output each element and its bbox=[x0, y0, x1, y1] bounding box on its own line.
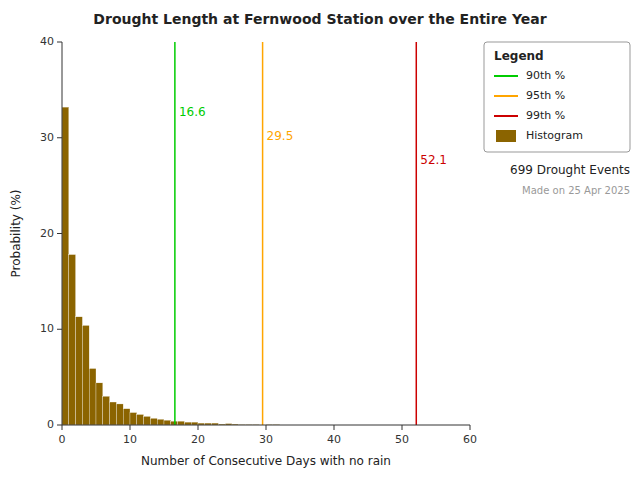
x-tick-label: 50 bbox=[395, 433, 409, 446]
histogram-bar bbox=[76, 317, 83, 425]
percentile-label: 52.1 bbox=[420, 153, 447, 167]
y-tick bbox=[57, 425, 62, 426]
x-tick-label: 0 bbox=[59, 433, 66, 446]
y-axis-label: Probability (%) bbox=[9, 189, 23, 277]
x-axis-label: Number of Consecutive Days with no rain bbox=[141, 454, 391, 468]
histogram-bar bbox=[69, 255, 76, 425]
legend-label: 95th % bbox=[526, 89, 565, 102]
legend-title: Legend bbox=[494, 49, 544, 63]
legend: Legend 90th % 95th % 99th % Histogram bbox=[484, 42, 630, 152]
histogram-bar bbox=[103, 396, 110, 425]
x-tick bbox=[62, 425, 63, 430]
x-tick bbox=[266, 425, 267, 430]
x-tick bbox=[402, 425, 403, 430]
histogram-bar bbox=[137, 414, 144, 425]
chart: 16.6 29.5 52.1 0 10 20 30 40 50 60 0 10 20 30 40 Drough… bbox=[0, 0, 640, 480]
y-tick bbox=[57, 42, 62, 43]
plot-marks bbox=[62, 42, 416, 425]
legend-label: 90th % bbox=[526, 69, 565, 82]
histogram-bar bbox=[110, 402, 117, 425]
legend-swatch bbox=[494, 95, 518, 97]
histogram-bar bbox=[89, 369, 96, 425]
y-tick-label: 30 bbox=[40, 131, 54, 144]
legend-label: 99th % bbox=[526, 109, 565, 122]
title: Drought Length at Fernwood Station over … bbox=[93, 11, 546, 27]
percentile-line bbox=[174, 42, 176, 425]
histogram-bar bbox=[178, 421, 185, 425]
histogram-bar bbox=[130, 413, 137, 425]
x-tick-label: 10 bbox=[123, 433, 137, 446]
x-tick bbox=[198, 425, 199, 430]
x-tick-label: 30 bbox=[259, 433, 273, 446]
x-tick-label: 20 bbox=[191, 433, 205, 446]
x-tick-label: 40 bbox=[327, 433, 341, 446]
histogram-bar bbox=[116, 404, 123, 425]
histogram-bar bbox=[157, 419, 164, 425]
legend-swatch bbox=[496, 130, 516, 142]
percentile-line bbox=[416, 42, 418, 425]
histogram-bar bbox=[164, 420, 171, 425]
percentile-label: 29.5 bbox=[267, 129, 294, 143]
percentile-line bbox=[262, 42, 264, 425]
legend-box bbox=[484, 42, 630, 152]
percentile-label: 16.6 bbox=[179, 105, 206, 119]
legend-swatch bbox=[494, 75, 518, 77]
y-tick bbox=[57, 137, 62, 138]
annotation: 699 Drought Events bbox=[510, 163, 630, 177]
histogram-bar bbox=[150, 418, 157, 425]
y-tick-label: 10 bbox=[40, 322, 54, 335]
x-tick bbox=[470, 425, 471, 430]
y-tick-label: 20 bbox=[40, 227, 54, 240]
annotation: Made on 25 Apr 2025 bbox=[522, 185, 630, 196]
histogram-bar bbox=[144, 416, 151, 425]
histogram-bar bbox=[62, 107, 69, 425]
y-tick bbox=[57, 233, 62, 234]
y-tick-label: 40 bbox=[40, 35, 54, 48]
x-tick-label: 60 bbox=[463, 433, 477, 446]
y-tick-label: 0 bbox=[47, 418, 54, 431]
y-tick bbox=[57, 329, 62, 330]
x-tick bbox=[334, 425, 335, 430]
legend-swatch bbox=[494, 115, 518, 117]
legend-label: Histogram bbox=[526, 129, 583, 142]
x-tick bbox=[130, 425, 131, 430]
histogram-bar bbox=[82, 325, 89, 425]
histogram-bar bbox=[123, 409, 130, 425]
histogram-bar bbox=[96, 383, 103, 425]
